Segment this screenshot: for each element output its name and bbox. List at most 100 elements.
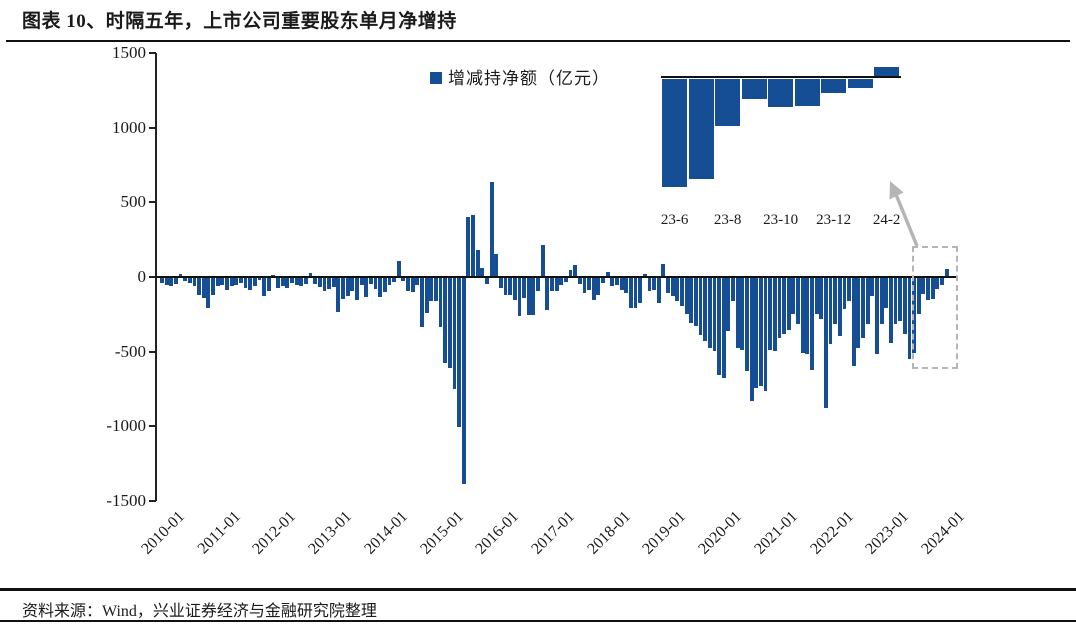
bar <box>814 278 819 315</box>
bar <box>703 278 708 342</box>
bar <box>916 278 921 314</box>
bar <box>740 278 745 350</box>
bar <box>373 278 378 290</box>
bar <box>345 278 350 296</box>
y-tick-mark <box>149 126 156 129</box>
bar <box>893 278 898 325</box>
bar <box>726 278 731 332</box>
legend: 增减持净额（亿元） <box>430 64 610 89</box>
bar <box>257 278 262 280</box>
bar <box>656 278 661 304</box>
bar <box>350 278 355 291</box>
inset-tick-label: 24-2 <box>872 212 901 228</box>
bar <box>777 278 782 338</box>
y-axis-tick-label: -1500 <box>106 491 146 510</box>
inset-bar <box>662 78 688 187</box>
inset-zero-line <box>661 76 901 78</box>
bar <box>164 278 169 285</box>
inset-bar <box>688 78 714 179</box>
bar <box>308 272 313 277</box>
figure-title: 图表 10、时隔五年，上市公司重要股东单月净增持 <box>22 11 457 32</box>
bar <box>540 245 545 277</box>
bar <box>559 278 564 285</box>
bar <box>410 278 415 293</box>
bar <box>290 278 294 284</box>
bar <box>610 278 615 287</box>
bar <box>870 278 875 296</box>
bar <box>420 278 424 328</box>
bar <box>276 278 280 288</box>
bar <box>642 273 647 277</box>
bar <box>563 278 568 283</box>
bar <box>693 278 698 327</box>
bar <box>471 215 475 277</box>
bar <box>888 278 893 343</box>
bar <box>429 278 434 302</box>
bar <box>443 278 448 364</box>
bar <box>554 278 559 292</box>
bar <box>252 278 257 287</box>
bar <box>475 250 480 277</box>
bar <box>201 278 206 298</box>
y-axis-tick-label: 0 <box>137 267 147 286</box>
bar <box>517 278 522 317</box>
bar <box>415 278 420 286</box>
bar <box>865 278 870 325</box>
bar <box>624 278 629 293</box>
bar <box>819 278 824 320</box>
bar <box>341 278 345 299</box>
bar <box>355 278 359 301</box>
y-tick-mark <box>149 276 156 278</box>
bar <box>884 278 889 308</box>
bar <box>782 278 787 335</box>
bar <box>591 278 596 300</box>
bar <box>433 278 438 302</box>
source-note: 资料来源：Wind，兴业证券经济与金融研究院整理 <box>22 603 377 620</box>
y-axis-tick-label: -1000 <box>106 416 146 436</box>
bar <box>735 278 740 348</box>
bar <box>837 278 842 337</box>
bar <box>461 278 466 485</box>
bar <box>935 278 940 290</box>
inset-tick-label: 23-6 <box>660 212 689 228</box>
bar <box>861 278 865 338</box>
bar <box>772 278 777 352</box>
bar <box>577 278 582 284</box>
bar <box>173 278 178 284</box>
bar <box>512 278 517 300</box>
bar <box>596 278 601 295</box>
bar <box>220 278 225 285</box>
bar <box>633 278 638 309</box>
bar <box>605 271 610 277</box>
bar <box>851 278 856 367</box>
bar <box>912 278 917 354</box>
bar <box>503 278 508 295</box>
bar <box>731 278 735 301</box>
bar <box>238 278 243 284</box>
bar <box>754 278 759 388</box>
bar <box>438 278 443 328</box>
bar <box>796 278 800 325</box>
bar <box>587 278 592 290</box>
inset-bar <box>821 78 847 94</box>
bar <box>160 278 164 284</box>
inset-tick-label: 23-12 <box>816 212 852 228</box>
bar <box>299 278 304 287</box>
legend-label: 增减持净额（亿元） <box>448 69 610 88</box>
bar <box>930 278 935 299</box>
bar <box>382 278 387 293</box>
bar <box>359 278 364 286</box>
footer-separator-line <box>0 588 1076 591</box>
bar <box>768 278 773 350</box>
bar <box>944 269 949 277</box>
bar <box>522 278 527 298</box>
zero-axis-line <box>156 276 956 278</box>
bar <box>229 278 234 287</box>
bar <box>313 278 318 284</box>
bar <box>452 278 457 390</box>
bar <box>494 253 499 277</box>
bar <box>568 269 573 277</box>
bar <box>902 278 907 335</box>
bar <box>401 278 406 281</box>
